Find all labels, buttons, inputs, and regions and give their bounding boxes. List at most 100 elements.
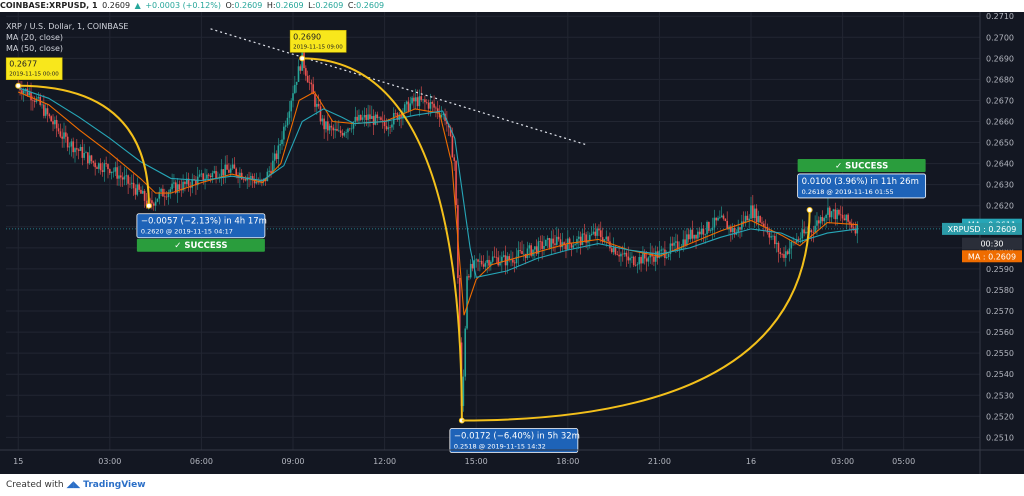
- candle-body: [50, 116, 52, 122]
- candle-body: [83, 152, 85, 158]
- candle-body: [621, 253, 624, 255]
- candle-body: [101, 170, 104, 173]
- candle-body: [817, 220, 820, 224]
- candle-body: [328, 125, 331, 131]
- candle-body: [165, 196, 168, 198]
- candle-body: [739, 227, 741, 230]
- candle-body: [680, 247, 683, 249]
- candle-body: [552, 238, 554, 244]
- candle-body: [502, 255, 505, 257]
- candle-body: [510, 259, 512, 261]
- candle-body: [413, 97, 415, 102]
- candle-body: [477, 259, 479, 262]
- y-tick-label: 0.2670: [986, 96, 1014, 105]
- candle-body: [59, 131, 62, 137]
- callout-anchor-dot: [15, 82, 22, 89]
- y-tick-label: 0.2520: [986, 412, 1014, 421]
- candle-body: [741, 221, 743, 230]
- candle-body: [665, 256, 668, 258]
- candle-body: [462, 376, 465, 406]
- candle-body: [731, 227, 734, 232]
- candle-body: [209, 175, 212, 177]
- candle-body: [559, 239, 562, 248]
- candle-body: [656, 251, 659, 258]
- candle-body: [231, 164, 234, 169]
- candle-body: [755, 208, 758, 223]
- candle-body: [347, 128, 349, 133]
- candle-body: [702, 228, 705, 235]
- candle-body: [361, 117, 364, 120]
- ticker-header: COINBASE:XRPUSD, 1 0.2609 ▲ +0.0003 (+0.…: [0, 0, 1024, 12]
- candle-body: [581, 233, 584, 246]
- candle-body: [632, 256, 635, 266]
- candle-body: [812, 232, 815, 233]
- candle-body: [543, 245, 545, 249]
- candle-body: [244, 179, 247, 181]
- candle-body: [469, 263, 472, 278]
- candle-body: [852, 227, 855, 229]
- y-tick-label: 0.2640: [986, 160, 1014, 169]
- candle-body: [682, 239, 685, 248]
- candle-body: [579, 236, 582, 246]
- price-tag: [962, 237, 1022, 250]
- candle-body: [43, 104, 45, 116]
- candle-body: [642, 253, 644, 264]
- candle-body: [110, 171, 113, 174]
- candle-body: [660, 249, 663, 251]
- candle-body: [237, 174, 239, 179]
- candle-body: [99, 163, 102, 171]
- candle-body: [422, 99, 424, 101]
- x-tick-label: 09:00: [281, 457, 304, 466]
- candle-body: [556, 236, 558, 245]
- measure-arc: [302, 57, 463, 421]
- candle-body: [486, 259, 488, 263]
- candle-body: [70, 141, 73, 147]
- candle-body: [609, 241, 611, 249]
- tradingview-logo-icon: ◢◣: [66, 480, 81, 490]
- candle-body: [414, 97, 417, 102]
- candle-body: [229, 168, 232, 173]
- candle-body: [814, 225, 816, 233]
- candle-body: [233, 164, 236, 169]
- candle-body: [737, 227, 739, 233]
- candle-body: [123, 176, 126, 180]
- candle-body: [299, 66, 302, 71]
- measure-box: [136, 213, 266, 239]
- candle-body: [28, 92, 31, 96]
- candle-body: [508, 256, 510, 260]
- candle-body: [427, 102, 430, 109]
- callout-anchor-dot: [299, 55, 306, 62]
- candle-body: [565, 244, 567, 250]
- candle-body: [308, 82, 311, 84]
- candle-body: [574, 244, 576, 246]
- candle-body: [55, 119, 58, 129]
- candle-body: [535, 246, 538, 254]
- candle-body: [715, 217, 717, 221]
- candle-body: [323, 118, 325, 130]
- candle-body: [196, 176, 199, 186]
- candle-body: [515, 256, 518, 264]
- candle-body: [228, 169, 230, 173]
- price-tag: [942, 222, 1022, 235]
- candle-body: [849, 221, 851, 224]
- candle-body: [182, 181, 184, 191]
- candle-body: [449, 127, 452, 136]
- candle-body: [178, 184, 181, 190]
- candle-body: [594, 231, 597, 236]
- candle-body: [711, 227, 714, 231]
- y-tick-label: 0.2630: [986, 181, 1014, 190]
- high-label: H:: [266, 1, 276, 10]
- candle-body: [365, 114, 368, 120]
- candle-body: [321, 118, 324, 122]
- success-badge: [136, 238, 265, 252]
- candle-body: [599, 230, 602, 238]
- candle-body: [618, 254, 620, 257]
- candle-body: [127, 175, 129, 184]
- candle-body: [295, 81, 298, 85]
- candle-body: [629, 257, 631, 261]
- candle-body: [497, 257, 499, 266]
- candle-body: [763, 223, 765, 227]
- measure-box: [449, 428, 579, 453]
- y-tick-label: 0.2700: [986, 33, 1014, 42]
